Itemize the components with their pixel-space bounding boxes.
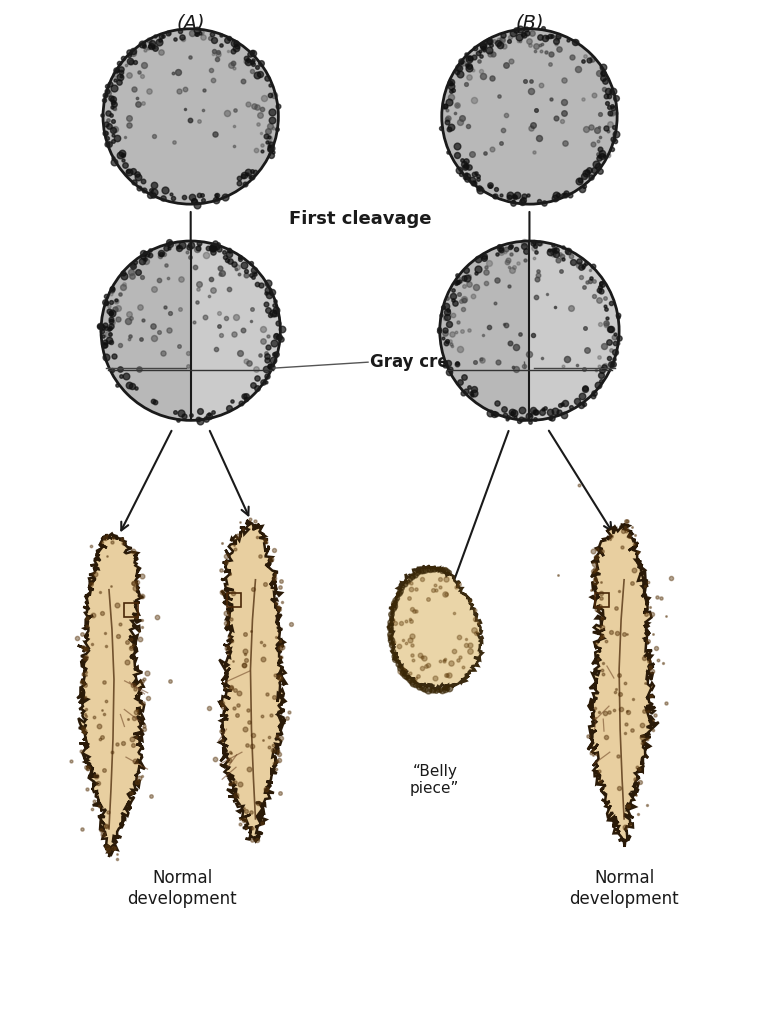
Text: Gray crescent: Gray crescent	[370, 353, 500, 372]
Text: (A): (A)	[176, 13, 205, 33]
Polygon shape	[442, 29, 617, 204]
Polygon shape	[449, 371, 610, 420]
Polygon shape	[220, 521, 286, 841]
Polygon shape	[440, 241, 619, 420]
Polygon shape	[103, 29, 279, 204]
Text: “Belly
piece”: “Belly piece”	[410, 764, 459, 797]
Polygon shape	[191, 241, 280, 420]
Text: Normal
development: Normal development	[127, 868, 237, 908]
Polygon shape	[111, 371, 271, 420]
Text: First cleavage: First cleavage	[289, 210, 431, 228]
Polygon shape	[101, 241, 280, 420]
Polygon shape	[112, 155, 269, 204]
Polygon shape	[77, 533, 145, 857]
Text: Normal
development: Normal development	[569, 868, 679, 908]
Polygon shape	[529, 241, 619, 420]
Text: (B): (B)	[515, 13, 544, 33]
Polygon shape	[450, 155, 608, 204]
Polygon shape	[588, 525, 659, 847]
Polygon shape	[388, 566, 483, 689]
